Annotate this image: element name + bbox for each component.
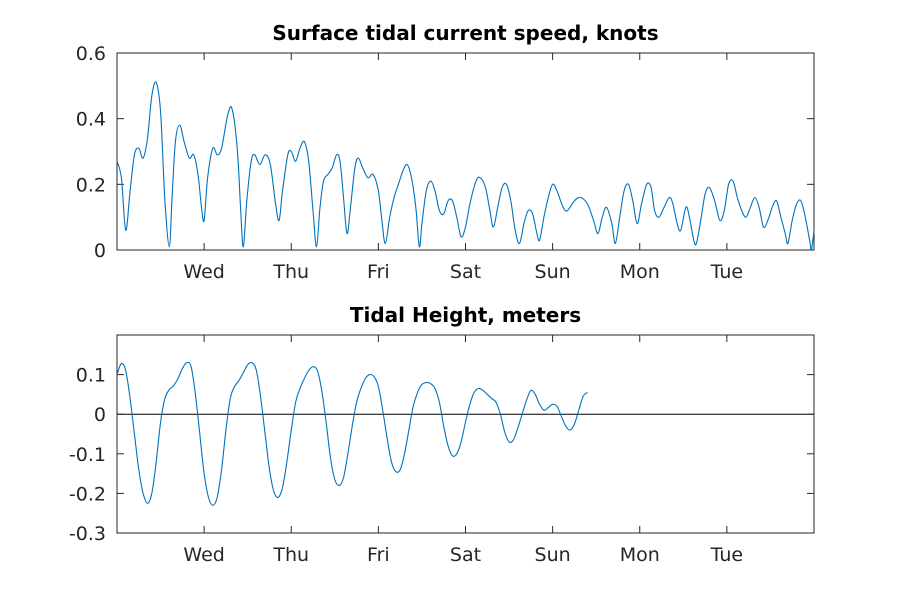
y-tick-label: -0.3	[69, 523, 106, 545]
axes-box	[116, 52, 815, 251]
y-tick-label: 0.1	[76, 365, 106, 387]
chart-title: Surface tidal current speed, knots	[272, 21, 658, 45]
y-tick-label: 0	[94, 240, 106, 262]
x-tick-label: Sat	[450, 544, 481, 566]
y-tick-label: -0.1	[69, 444, 106, 466]
current-speed-chart: Surface tidal current speed, knots 0 0.2 0.…	[76, 21, 815, 283]
series-line	[116, 81, 815, 251]
x-tick-label: Fri	[367, 261, 390, 283]
chart-title: Tidal Height, meters	[350, 303, 581, 327]
axes-box	[116, 334, 815, 534]
y-tick-label: 0.6	[76, 43, 106, 65]
y-tick-label: 0.2	[76, 174, 106, 196]
x-tick-label: Mon	[620, 261, 660, 283]
x-tick-label: Mon	[620, 544, 660, 566]
x-tick-label: Fri	[367, 544, 390, 566]
x-tick-label: Sun	[535, 261, 571, 283]
tidal-height-chart: Tidal Height, meters -0.3 -0.2 -0.1 0 0.1 Wed T…	[69, 303, 815, 566]
y-tick-label: 0.4	[76, 109, 106, 131]
y-tick-label: 0	[94, 404, 106, 426]
x-tick-label: Thu	[272, 261, 309, 283]
series-line	[116, 361, 588, 506]
x-tick-label: Tue	[710, 544, 743, 566]
y-tick-label: -0.2	[69, 483, 106, 505]
x-tick-label: Wed	[183, 544, 224, 566]
x-tick-label: Sat	[450, 261, 481, 283]
x-tick-label: Thu	[272, 544, 309, 566]
x-tick-label: Tue	[710, 261, 743, 283]
x-tick-label: Sun	[535, 544, 571, 566]
x-tick-label: Wed	[183, 261, 224, 283]
